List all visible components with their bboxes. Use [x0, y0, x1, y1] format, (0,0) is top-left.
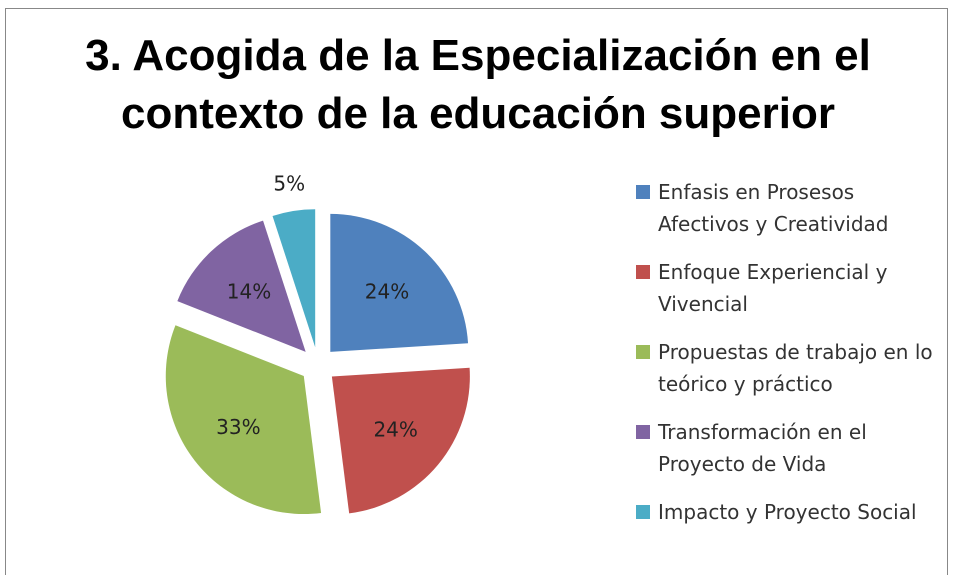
pie-slice [177, 220, 306, 352]
pie-slice [165, 325, 322, 515]
legend-label: Impacto y Proyecto Social [658, 500, 917, 524]
chart-frame [5, 8, 948, 575]
chart-title: contexto de la educación superior [121, 89, 835, 138]
legend-item: Enfoque Experiencial y Vivencial [636, 256, 936, 320]
legend-label: Enfoque Experiencial y Vivencial [658, 260, 888, 316]
data-label: 33% [216, 415, 260, 439]
legend-label: Transformación en el Proyecto de Vida [658, 420, 867, 476]
legend-item: Propuestas de trabajo en lo teórico y pr… [636, 336, 936, 400]
pie-slice [330, 213, 469, 352]
legend-item: Impacto y Proyecto Social [636, 496, 936, 528]
legend-label: Enfasis en Prosesos Afectivos y Creativi… [658, 180, 889, 236]
legend-swatch [636, 505, 650, 519]
pie-slice [331, 367, 470, 514]
legend-swatch [636, 185, 650, 199]
legend-label: Propuestas de trabajo en lo teórico y pr… [658, 340, 933, 396]
legend-item: Enfasis en Prosesos Afectivos y Creativi… [636, 176, 936, 240]
data-label: 24% [365, 280, 409, 304]
data-label: 5% [273, 172, 305, 196]
chart-title: 3. Acogida de la Especialización en el [85, 31, 871, 80]
legend-swatch [636, 425, 650, 439]
data-label: 14% [227, 280, 271, 304]
pie-slice [272, 209, 316, 348]
data-label: 24% [373, 417, 417, 441]
legend-item: Transformación en el Proyecto de Vida [636, 416, 936, 480]
legend-swatch [636, 265, 650, 279]
legend-swatch [636, 345, 650, 359]
legend: Enfasis en Prosesos Afectivos y Creativi… [636, 176, 936, 544]
